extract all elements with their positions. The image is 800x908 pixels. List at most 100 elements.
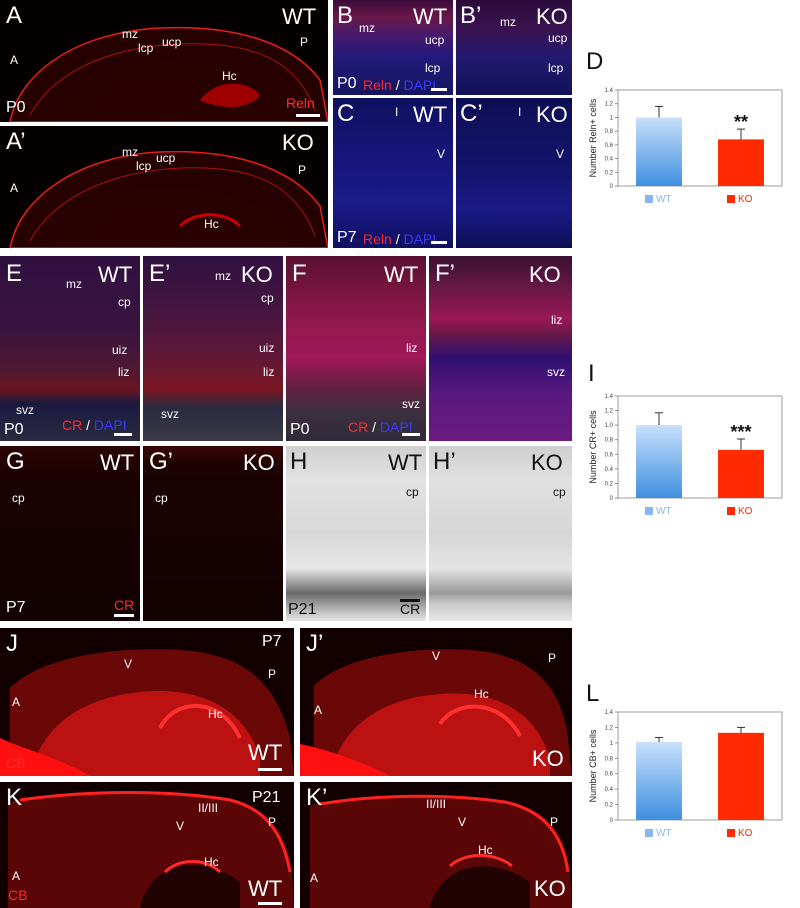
panel-e: E WT mz cp uiz liz svz P0 CR / DAPI [0,256,140,441]
y-tick-label: 1.4 [605,394,614,400]
region-label: Hc [478,843,493,857]
region-label: uiz [112,343,128,357]
genotype-label: WT [282,4,317,29]
y-tick-label: 1 [610,115,614,121]
age-label: P7 [337,229,357,246]
panel-j: J P7 V P A Hc CB WT [0,628,294,776]
panel-letter: A [6,2,23,29]
panel-letter: I [588,360,595,387]
panel-c: C WT I V P7 Reln / DAPI [333,98,453,248]
scale-bar [431,241,447,244]
region-label: A [314,703,323,717]
bar-ko [718,449,764,498]
panel-f: F WT liz svz P0 CR / DAPI [286,256,426,441]
region-label: ucp [548,31,568,45]
panel-letter: K [6,784,23,811]
region-label: V [556,147,565,161]
sagittal-section-a [9,26,328,122]
age-label: P21 [288,601,317,618]
region-label: V [432,649,441,663]
bar-ko [718,732,764,820]
genotype-label: KO [536,102,568,127]
y-tick-label: 1.2 [605,102,614,108]
panel-letter: C’ [460,100,483,127]
panel-letter: K’ [306,784,328,811]
region-label: P [300,35,309,49]
genotype-label: WT [98,262,133,287]
region-label: II/III [198,801,219,815]
y-axis-label: Number Reln+ cells [588,98,598,177]
legend-swatch [727,829,735,837]
panel-letter: G [6,448,25,475]
region-label: mz [122,27,138,41]
legend-swatch [645,829,653,837]
panel-h: H WT cp P21 CR [286,446,426,621]
region-label: svz [16,403,34,417]
stain-label: Reln / DAPI [363,77,437,93]
genotype-label: KO [243,450,275,475]
y-axis-label: Number CB+ cells [588,729,598,802]
y-tick-label: 0.4 [605,157,614,163]
panel-letter: B [337,2,354,29]
bar-wt [636,742,682,820]
scale-bar [431,88,447,91]
genotype-label: WT [248,876,283,901]
genotype-label: KO [536,4,568,29]
genotype-label: KO [532,746,564,771]
genotype-label: WT [388,450,423,475]
panel-letter: A’ [6,128,26,155]
y-tick-label: 0 [610,496,614,502]
legend-swatch [727,507,735,515]
region-label: Hc [222,69,237,83]
y-tick-label: 0.6 [605,772,614,778]
genotype-label: WT [248,740,283,765]
region-label: cp [553,485,566,499]
legend-label: KO [738,828,753,839]
chart-d: D 0 0.2 0.4 0.6 0.8 1 1.2 1.4 Number Reln+ cells… [582,50,800,250]
region-label: lcp [425,61,441,75]
scale-bar [400,599,420,602]
y-tick-label: 0.4 [605,467,614,473]
genotype-label: KO [531,450,563,475]
panel-b-prime: B’ KO mz ucp lcp [456,0,572,95]
region-label: liz [118,365,130,379]
y-tick-label: 1.4 [605,710,614,716]
bar-ko [718,139,764,186]
region-label: I [395,105,399,119]
genotype-label: KO [282,130,314,155]
y-tick-label: 0.2 [605,803,614,809]
scale-bar [402,433,420,436]
sagittal-section-k-prime [310,794,572,908]
plot-frame [617,89,783,187]
legend-swatch [645,507,653,515]
legend-label: KO [738,194,753,205]
stain-label: CR [400,601,421,617]
region-label: Hc [474,687,489,701]
stain-label: CB [8,887,28,903]
scale-bar [114,614,134,617]
region-label: uiz [259,341,275,355]
bar-chart-d: 0 0.2 0.4 0.6 0.8 1 1.2 1.4 Number Reln+ cells **… [588,88,783,205]
panel-a-prime: A’ KO mz ucp lcp Hc A P [0,126,328,248]
region-label: P [268,815,277,829]
legend-label: KO [738,506,753,517]
scale-bar [114,433,132,436]
chart-l: L 0 0.2 0.4 0.6 0.8 1 1.2 1.4 Number CB+ cells WT… [582,682,800,872]
y-tick-label: 0.2 [605,481,614,487]
scale-bar [258,902,282,905]
y-tick-label: 0.8 [605,438,614,444]
panel-k: K P21 II/III V P A Hc CB WT [0,782,294,908]
sagittal-section-k [8,791,294,908]
region-label: mz [500,15,516,29]
panel-letter: H [290,448,308,475]
region-label: svz [547,365,565,379]
age-label: P0 [6,99,26,116]
region-label: P [550,815,559,829]
scale-bar [258,768,282,771]
region-label: ucp [162,35,182,49]
age-label: P0 [337,75,357,92]
genotype-label: WT [413,4,448,29]
panel-g: G WT cp P7 CR [0,446,140,621]
panel-c-prime: C’ KO I V [456,98,572,248]
panel-letter: J’ [306,630,324,657]
